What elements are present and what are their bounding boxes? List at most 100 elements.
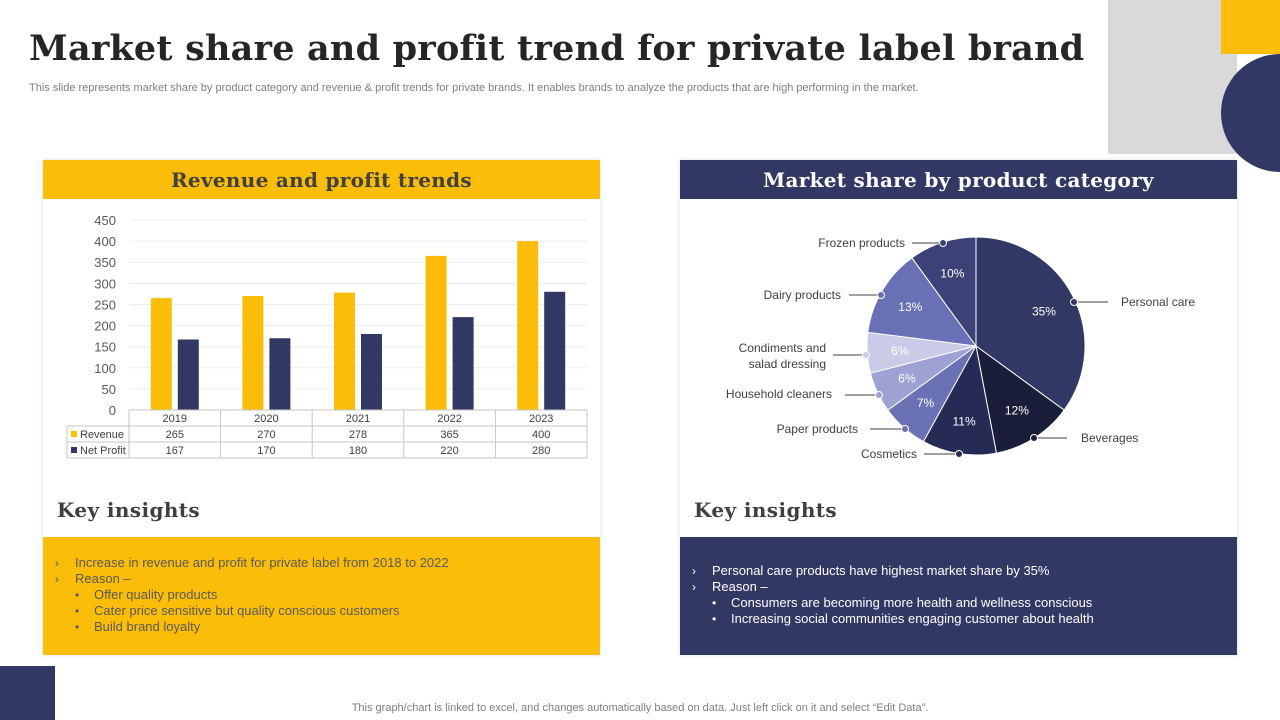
bar-net-profit (544, 291, 566, 410)
insight-right-item-text: Consumers are becoming more health and w… (731, 595, 1093, 610)
bar-revenue (334, 292, 355, 410)
y-tick-label: 250 (94, 297, 116, 312)
insight-right-item: • Consumers are becoming more health and … (692, 595, 1237, 611)
revenue-panel-heading: Revenue and profit trends (43, 160, 600, 199)
table-value: 278 (349, 429, 367, 441)
pie-percent-label: 6% (898, 371, 916, 385)
market-share-panel: Market share by product category 35% Pers… (680, 160, 1237, 655)
market-share-pie-chart[interactable]: 35% Personal care 12% Beverages 11% Cosmetics… (680, 199, 1237, 489)
bullet-icon: • (75, 604, 80, 618)
chevron-right-icon: › (55, 572, 59, 586)
pie-category-label: Paper products (777, 422, 858, 436)
legend-swatch (71, 447, 77, 453)
bar-revenue (425, 255, 447, 410)
insight-left-item: • Cater price sensitive but quality consc… (55, 603, 600, 619)
insight-left-item: • Offer quality products (55, 587, 600, 603)
revenue-bar-chart[interactable]: 0 50 100 150 200 250 300 350 400 450 2019 2020 2021 2… (43, 199, 600, 469)
key-insights-right: › Personal care products have highest mar… (680, 537, 1237, 655)
insight-left-item-text: Offer quality products (94, 587, 218, 602)
decor-corner-block (0, 666, 55, 720)
bullet-icon: • (712, 596, 717, 610)
footer-note: This graph/chart is linked to excel, and… (351, 702, 929, 714)
table-value: 365 (440, 429, 458, 441)
bullet-icon: • (75, 588, 80, 602)
pie-percent-label: 10% (940, 266, 964, 280)
insight-left-item-text: Increase in revenue and profit for priva… (75, 555, 449, 570)
x-category-label: 2020 (254, 413, 278, 425)
key-insights-title-right: Key insights (694, 498, 838, 522)
key-insights-title-left: Key insights (57, 498, 201, 522)
legend-label: Revenue (80, 429, 124, 441)
bar-net-profit (452, 317, 474, 410)
bullet-icon: • (712, 612, 717, 626)
x-category-label: 2021 (346, 413, 370, 425)
pie-percent-label: 35% (1032, 304, 1056, 318)
table-value: 280 (532, 445, 550, 457)
bar-net-profit (361, 334, 382, 410)
y-tick-label: 0 (109, 403, 116, 418)
insight-left-item: • Build brand loyalty (55, 619, 600, 635)
y-tick-label: 400 (94, 234, 116, 249)
pie-category-label: Household cleaners (726, 387, 832, 401)
bar-net-profit (177, 339, 199, 410)
y-tick-label: 50 (102, 382, 116, 397)
x-category-label: 2023 (529, 413, 553, 425)
chevron-right-icon: › (55, 556, 59, 570)
insight-left-item: › Reason – (55, 571, 600, 587)
table-value: 270 (257, 429, 275, 441)
table-value: 220 (440, 445, 458, 457)
pie-category-label: Personal care (1121, 295, 1195, 309)
insight-left-item: › Increase in revenue and profit for priv… (55, 555, 600, 571)
insight-right-item: › Reason – (692, 579, 1237, 595)
y-tick-label: 300 (94, 276, 116, 291)
pie-slice (867, 257, 978, 347)
page-title: Market share and profit trend for privat… (29, 28, 1085, 69)
page-subtitle: This slide represents market share by pr… (29, 82, 919, 94)
insight-right-item: • Increasing social communities engaging … (692, 611, 1237, 627)
bar-net-profit (269, 338, 291, 410)
pie-percent-label: 13% (898, 300, 922, 314)
pie-category-label: Condiments and (739, 341, 826, 355)
decor-yellow-block (1221, 0, 1280, 54)
insight-left-item-text: Build brand loyalty (94, 619, 201, 634)
leader-dot (939, 239, 947, 247)
revenue-panel: Revenue and profit trends 0 50 100 150 200 25… (43, 160, 600, 655)
bar-revenue (517, 241, 539, 410)
legend-label: Net Profit (80, 445, 126, 457)
table-value: 180 (349, 445, 367, 457)
legend-swatch (71, 431, 77, 437)
leader-dot (955, 450, 963, 458)
insight-left-item-text: Reason – (75, 571, 131, 586)
key-insights-left: › Increase in revenue and profit for priv… (43, 537, 600, 655)
insight-right-item: › Personal care products have highest mar… (692, 563, 1237, 579)
x-category-label: 2019 (163, 413, 187, 425)
pie-category-label: Beverages (1081, 431, 1138, 445)
pie-percent-label: 12% (1005, 403, 1029, 417)
y-tick-label: 200 (94, 319, 116, 334)
pie-percent-label: 11% (952, 414, 975, 428)
insight-right-item-text: Reason – (712, 579, 768, 594)
leader-dot (877, 291, 885, 299)
y-tick-label: 100 (94, 361, 116, 376)
bullet-icon: • (75, 620, 80, 634)
insight-right-item-text: Increasing social communities engaging c… (731, 611, 1094, 626)
decor-grey-block (1108, 0, 1237, 154)
leader-dot (875, 391, 883, 399)
table-value: 265 (166, 429, 184, 441)
table-value: 167 (166, 445, 184, 457)
leader-dot (1070, 298, 1078, 306)
y-tick-label: 350 (94, 255, 116, 270)
pie-category-label: salad dressing (749, 357, 826, 371)
pie-slice (975, 236, 1086, 411)
insight-right-item-text: Personal care products have highest mark… (712, 563, 1050, 578)
pie-category-label: Frozen products (818, 236, 905, 250)
leader-dot (1030, 434, 1038, 442)
bar-revenue (150, 298, 172, 410)
table-value: 170 (257, 445, 275, 457)
table-value: 400 (532, 429, 550, 441)
x-category-label: 2022 (437, 413, 461, 425)
bar-revenue (242, 296, 264, 410)
pie-percent-label: 7% (917, 396, 935, 410)
pie-category-label: Cosmetics (861, 447, 917, 461)
pie-category-label: Dairy products (764, 288, 841, 302)
